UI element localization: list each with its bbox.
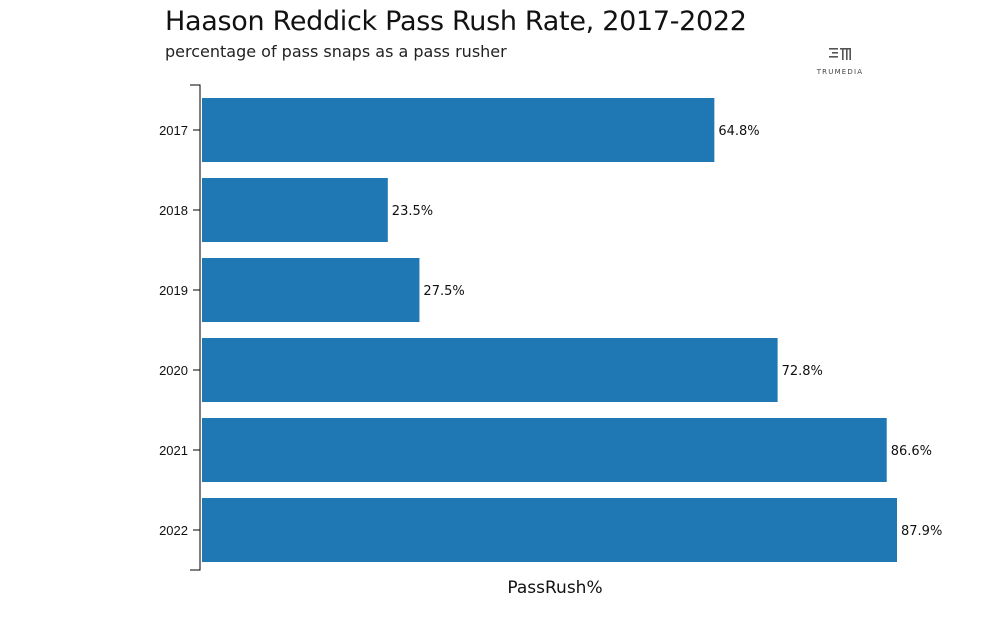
bar-2019 xyxy=(202,258,420,322)
brand-name: TRUMEDIA xyxy=(816,68,864,76)
bar-label-2017: 64.8% xyxy=(718,124,759,139)
y-tick-label-2018: 2018 xyxy=(159,203,188,218)
bar-label-2021: 86.6% xyxy=(891,444,932,459)
bar-2018 xyxy=(202,178,388,242)
y-tick-label-2021: 2021 xyxy=(159,443,188,458)
y-axis: 2017 2018 2019 2020 2021 2022 xyxy=(159,84,201,571)
bar-2021 xyxy=(202,418,887,482)
y-tick-label-2020: 2020 xyxy=(159,363,188,378)
bar-label-2022: 87.9% xyxy=(901,524,942,539)
y-tick-label-2019: 2019 xyxy=(159,283,188,298)
bar-label-2020: 72.8% xyxy=(782,364,823,379)
y-tick-label-2017: 2017 xyxy=(159,123,188,138)
x-axis-label: PassRush% xyxy=(507,578,602,598)
bar-label-2019: 27.5% xyxy=(423,284,464,299)
bar-2022 xyxy=(202,498,897,562)
bar-label-2018: 23.5% xyxy=(392,204,433,219)
bars xyxy=(202,98,897,562)
bar-2017 xyxy=(202,98,715,162)
trumedia-logo-icon xyxy=(829,48,851,60)
chart-title: Haason Reddick Pass Rush Rate, 2017-2022 xyxy=(165,6,747,37)
bar-labels: 64.8% 23.5% 27.5% 72.8% 86.6% 87.9% xyxy=(392,124,943,539)
bar-2020 xyxy=(202,338,778,402)
chart-subtitle: percentage of pass snaps as a pass rushe… xyxy=(165,42,507,61)
y-tick-label-2022: 2022 xyxy=(159,523,188,538)
y-axis-line xyxy=(190,84,201,571)
brand-logo: TRUMEDIA xyxy=(810,46,870,76)
